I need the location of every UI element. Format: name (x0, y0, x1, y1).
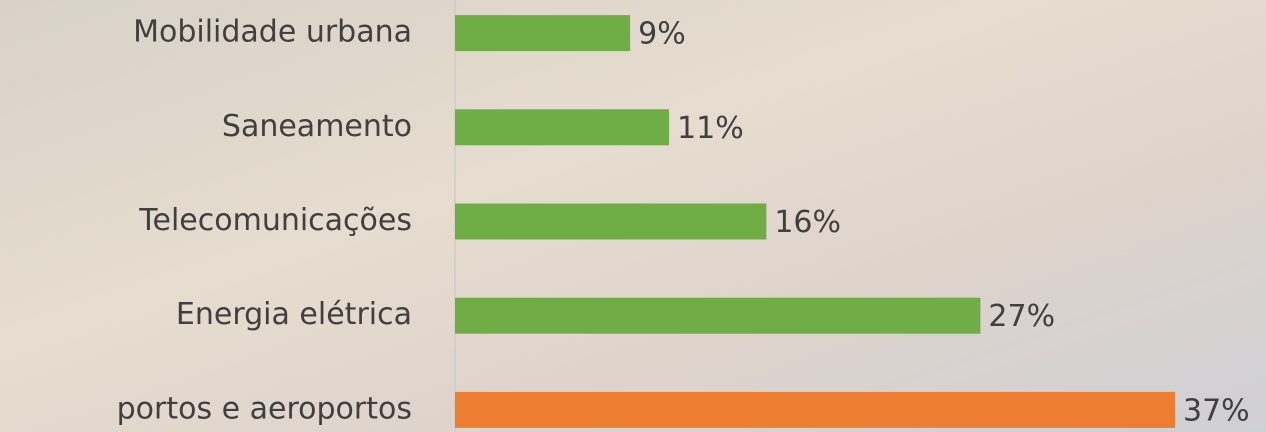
y-tick-label: Energia elétrica (176, 297, 412, 332)
y-tick-label: portos e aeroportos (117, 391, 412, 426)
y-tick-label: Mobilidade urbana (133, 15, 412, 50)
y-tick-label: Saneamento (222, 109, 412, 144)
y-tick-label: Telecomunicações (138, 203, 412, 238)
value-label: 9% (638, 17, 686, 52)
value-label: 11% (677, 111, 744, 146)
value-label: 16% (774, 205, 841, 240)
chart: Mobilidade urbana 9% Saneamento 11% Telecomu… (0, 0, 1266, 432)
bar (455, 298, 980, 334)
bar (455, 109, 669, 145)
bar (455, 204, 766, 240)
bar (455, 15, 630, 51)
value-label: 27% (988, 299, 1055, 334)
bar (455, 392, 1175, 428)
value-label: 37% (1183, 393, 1250, 428)
